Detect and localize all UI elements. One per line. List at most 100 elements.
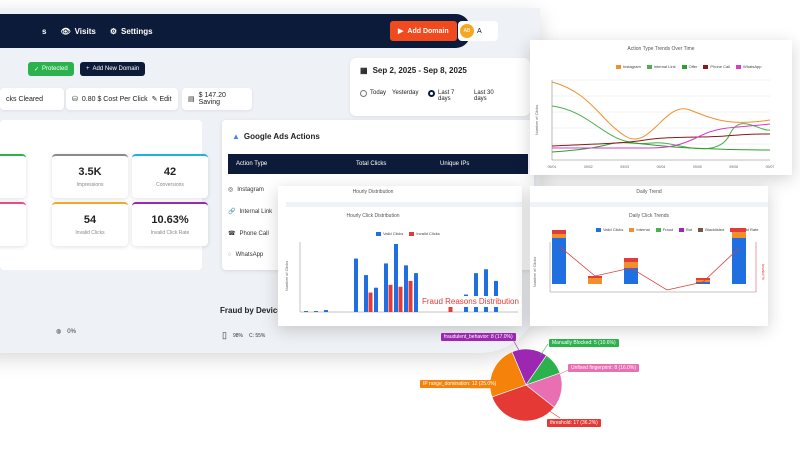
series-line bbox=[551, 123, 771, 149]
invalid-rate-line bbox=[558, 245, 740, 291]
range-option-today[interactable]: Today bbox=[360, 90, 386, 97]
legend-swatch bbox=[736, 64, 741, 69]
legend-swatch bbox=[646, 64, 652, 69]
stat-card-partial bbox=[0, 202, 26, 246]
pie-slice-label: Manually Blocked: 5 (10.6%) bbox=[549, 339, 619, 347]
legend-label: Fraud bbox=[662, 227, 674, 232]
chart-subtitle: Hourly Click Distribution bbox=[346, 213, 400, 219]
legend-item[interactable]: Instagram bbox=[616, 64, 641, 69]
date-range-card: ▦ Sep 2, 2025 - Sep 8, 2025 Today Yester… bbox=[350, 58, 530, 116]
legend-swatch bbox=[655, 227, 661, 232]
play-icon: ▶ bbox=[398, 28, 404, 35]
fraud-by-device-title: Fraud by Device bbox=[220, 306, 282, 315]
globe-icon: ◍ bbox=[56, 329, 62, 335]
stacked-bar-segment bbox=[696, 280, 710, 282]
legend-swatch bbox=[681, 64, 687, 69]
stacked-bar-segment bbox=[732, 232, 746, 238]
x-tick-label: 09/06 bbox=[729, 165, 738, 169]
device-row: ◍ 0% bbox=[56, 328, 76, 336]
range-option-yesterday[interactable]: Yesterday bbox=[392, 90, 419, 96]
table-row[interactable]: 🔗 Internal Link bbox=[228, 208, 273, 216]
whatsapp-icon: ◌ bbox=[228, 252, 232, 258]
action-trends-svg: 09/01 09/02 09/03 09/04 09/05 09/06 09/07 Numbe… bbox=[534, 79, 774, 169]
calendar-icon: ▦ bbox=[360, 66, 368, 75]
stacked-bar-segment bbox=[552, 238, 566, 284]
pie-slice-label: threshold: 17 (36.2%) bbox=[547, 419, 601, 427]
add-new-domain-button[interactable]: + Add New Domain bbox=[80, 62, 146, 76]
range-option-last30[interactable]: Last 30 days bbox=[474, 90, 494, 102]
table-row[interactable]: ☎ Phone Call bbox=[228, 230, 269, 238]
user-menu[interactable]: AB A bbox=[458, 21, 498, 41]
google-ads-title: ▲ Google Ads Actions bbox=[232, 132, 320, 141]
valid-bar bbox=[414, 273, 418, 312]
legend-swatch bbox=[409, 231, 415, 236]
date-range[interactable]: ▦ Sep 2, 2025 - Sep 8, 2025 bbox=[360, 66, 467, 75]
legend-item[interactable]: Blacklisted bbox=[698, 227, 724, 232]
table-header: Action Type Total Clicks Unique IPs bbox=[228, 154, 528, 174]
check-icon: ✓ bbox=[34, 66, 40, 73]
nav-item-list[interactable]: s bbox=[42, 27, 46, 36]
chart-legend: Valid Clicks Invalid Clicks bbox=[376, 231, 440, 236]
range-option-last7[interactable]: Last 7 days bbox=[428, 90, 462, 102]
legend-item[interactable]: Internal bbox=[629, 227, 650, 232]
stats-panel: 3.5K Impressions 42 Conversions 54 Inval… bbox=[0, 120, 208, 270]
add-domain-button[interactable]: ▶ Add Domain bbox=[390, 21, 457, 41]
valid-bar bbox=[394, 244, 398, 312]
daily-trend-chart: Daily Trend Daily Click Trends Valid Cli… bbox=[530, 186, 768, 326]
x-tick-label: 09/02 bbox=[584, 165, 593, 169]
radio-icon bbox=[360, 90, 367, 97]
nav-label: Settings bbox=[120, 26, 153, 36]
legend-swatch bbox=[679, 227, 685, 232]
valid-bar bbox=[474, 273, 478, 312]
pie-leader-line bbox=[544, 407, 561, 419]
legend-item[interactable]: Fraud bbox=[655, 227, 674, 232]
device-row: ▯ 98% C: 55% bbox=[222, 330, 266, 340]
invalid-bar bbox=[388, 284, 393, 312]
legend-item[interactable]: Offer bbox=[681, 64, 698, 69]
stacked-bar-segment bbox=[552, 234, 566, 238]
cost-per-click-pill: ⛁ 0.80 $ Cost Per Click ✎ Edit bbox=[66, 88, 178, 110]
valid-bar bbox=[404, 265, 408, 312]
pie-slice-label: fraudulent_behavior: 8 (17.0%) bbox=[441, 333, 516, 341]
invalid-bar bbox=[368, 292, 373, 312]
legend-label: Bot bbox=[686, 227, 693, 232]
x-tick-label: 09/03 bbox=[620, 165, 629, 169]
valid-bar bbox=[354, 258, 358, 312]
chart-title: Action Type Trends Over Time bbox=[627, 46, 695, 52]
valid-bar bbox=[324, 310, 328, 312]
legend-label: Internal bbox=[636, 227, 650, 232]
table-row[interactable]: ◎ Instagram bbox=[228, 186, 264, 194]
chart-title: Daily Trend bbox=[636, 189, 662, 195]
column-header[interactable]: Unique IPs bbox=[440, 161, 470, 167]
table-row[interactable]: ◌ WhatsApp bbox=[228, 252, 264, 258]
daily-svg: Number of Clicks Invalid % bbox=[530, 202, 768, 293]
scroll-strip bbox=[286, 202, 522, 207]
legend-label: Offer bbox=[688, 64, 698, 69]
nav-item-visits[interactable]: 👁 Visits bbox=[60, 27, 95, 36]
legend-item[interactable]: WhatsApp bbox=[736, 64, 761, 69]
link-icon: 🔗 bbox=[228, 209, 236, 215]
pie-slice bbox=[511, 348, 547, 386]
chart-subtitle: Daily Click Trends bbox=[628, 213, 669, 219]
legend-label: Valid Clicks bbox=[603, 227, 624, 232]
series-line bbox=[551, 81, 771, 140]
stacked-bar-segment bbox=[624, 258, 638, 262]
edit-icon: ✎ bbox=[151, 96, 158, 103]
column-header[interactable]: Action Type bbox=[236, 161, 268, 167]
legend-label: WhatsApp bbox=[743, 64, 762, 69]
nav-item-settings[interactable]: ⚙ Settings bbox=[110, 27, 153, 36]
legend-item[interactable]: Phone Call bbox=[703, 64, 730, 69]
chart-legend: Valid Clicks Internal Fraud Bot Blacklisted I… bbox=[596, 227, 758, 232]
column-header[interactable]: Total Clicks bbox=[356, 161, 387, 167]
legend-label: Valid Clicks bbox=[383, 231, 404, 236]
legend-label: Phone Call bbox=[710, 64, 730, 69]
legend-item[interactable]: Internal Link bbox=[646, 64, 676, 69]
legend-item[interactable]: Invalid Clicks bbox=[409, 231, 440, 236]
y-axis-label: Number of Clicks bbox=[534, 105, 539, 135]
legend-item[interactable]: Valid Clicks bbox=[596, 227, 623, 232]
legend-item[interactable]: Valid Clicks bbox=[376, 231, 403, 236]
legend-item[interactable]: Bot bbox=[679, 227, 692, 232]
edit-button[interactable]: ✎ Edit bbox=[151, 95, 172, 104]
eye-icon: 👁 bbox=[60, 26, 71, 36]
y-axis-label: Number of Clicks bbox=[284, 261, 289, 291]
